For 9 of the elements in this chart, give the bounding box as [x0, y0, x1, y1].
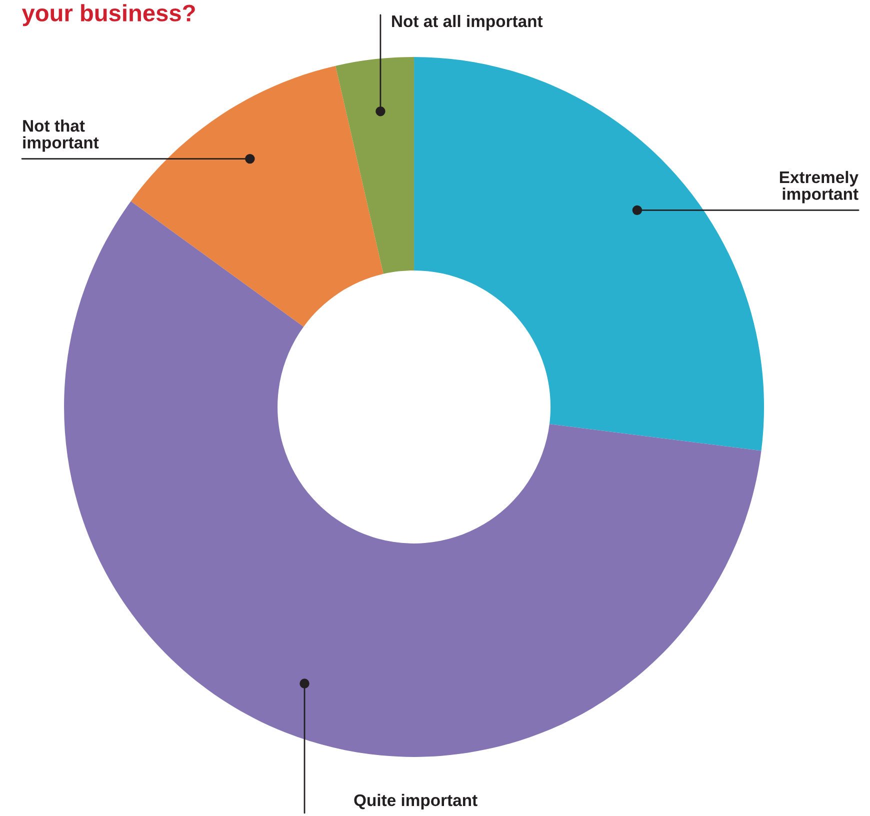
- chart-title: your business?: [22, 4, 195, 26]
- slice-label: Quite important: [354, 794, 478, 810]
- donut-slice: [414, 56, 764, 451]
- donut-slice: [64, 201, 762, 757]
- donut-slice: [130, 66, 384, 327]
- donut-slice: [336, 56, 414, 274]
- slice-label: Extremely important: [780, 170, 858, 204]
- slice-label: Not that important: [23, 120, 99, 152]
- slice-label: Not at all important: [392, 14, 543, 30]
